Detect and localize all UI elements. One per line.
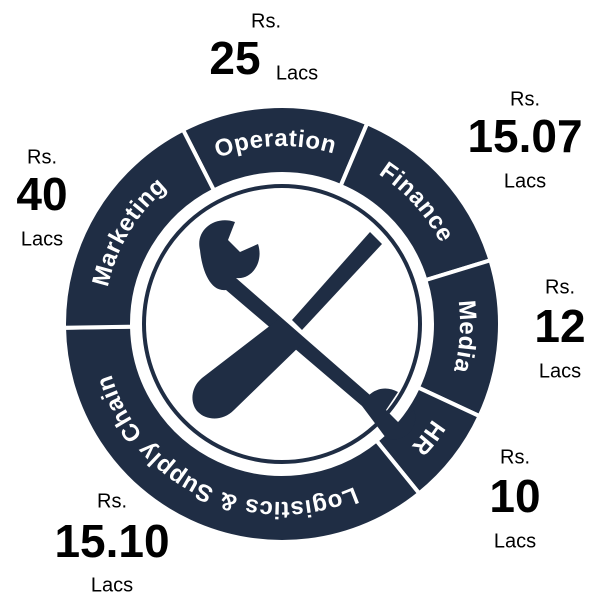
- currency: Rs.: [27, 146, 57, 168]
- amount: 25: [209, 32, 260, 84]
- currency: Rs.: [545, 276, 575, 298]
- amount: 15.10: [54, 515, 169, 567]
- amount: 40: [16, 168, 67, 220]
- wrench-top: [199, 220, 374, 408]
- unit: Lacs: [494, 530, 536, 552]
- currency: Rs.: [500, 446, 530, 468]
- amount: 10: [489, 470, 540, 522]
- tools-icon: [192, 220, 416, 440]
- unit: Lacs: [504, 170, 546, 192]
- amount: 12: [534, 300, 585, 352]
- unit: Lacs: [539, 360, 581, 382]
- amount: 15.07: [467, 110, 582, 162]
- unit: Lacs: [21, 228, 63, 250]
- wrench-end: [362, 388, 416, 440]
- currency: Rs.: [251, 10, 281, 32]
- screwdriver-shaft: [292, 232, 382, 330]
- screwdriver-handle: [192, 318, 304, 419]
- currency: Rs.: [510, 88, 540, 110]
- currency: Rs.: [97, 490, 127, 512]
- unit: Lacs: [276, 62, 318, 84]
- unit: Lacs: [91, 574, 133, 596]
